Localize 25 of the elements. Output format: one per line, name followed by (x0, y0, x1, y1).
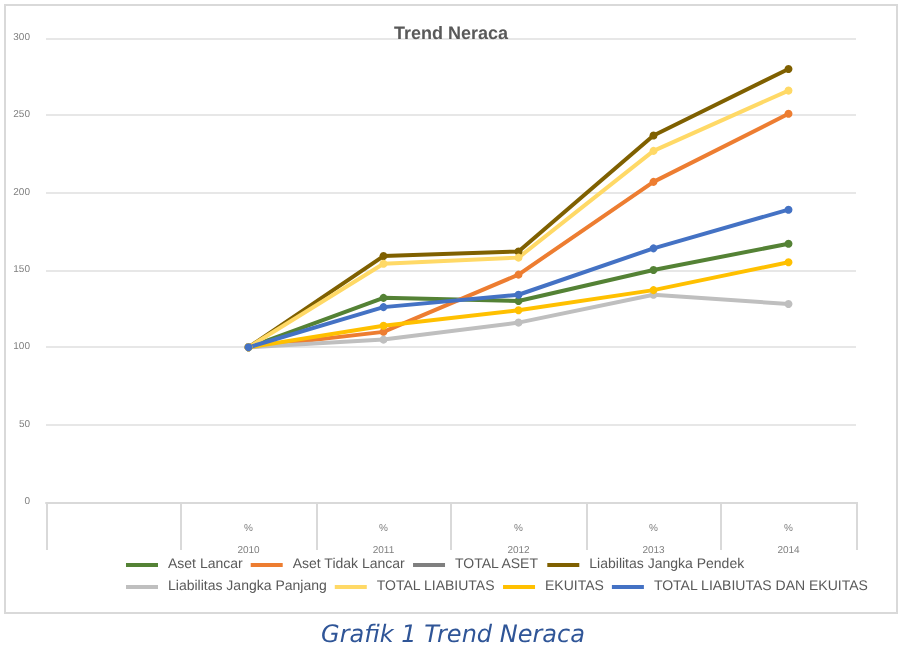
point (649, 266, 658, 274)
point (514, 318, 523, 327)
point (379, 252, 388, 261)
point (649, 131, 658, 140)
point (379, 321, 388, 330)
point (514, 290, 523, 299)
point (379, 303, 388, 312)
point (514, 270, 523, 279)
point (784, 64, 793, 73)
point (379, 259, 388, 268)
point (514, 306, 523, 315)
point (649, 146, 658, 155)
chart-title: Trend Neraca (393, 23, 511, 43)
point (784, 258, 793, 267)
point (784, 109, 793, 118)
text: Grafik 1 Trend Neraca (319, 620, 587, 648)
point (784, 205, 793, 214)
point (784, 239, 793, 248)
point (379, 293, 388, 302)
point (784, 300, 793, 309)
point (784, 86, 793, 95)
point (649, 244, 658, 253)
point (649, 177, 658, 186)
point (379, 335, 388, 344)
point (514, 253, 523, 262)
